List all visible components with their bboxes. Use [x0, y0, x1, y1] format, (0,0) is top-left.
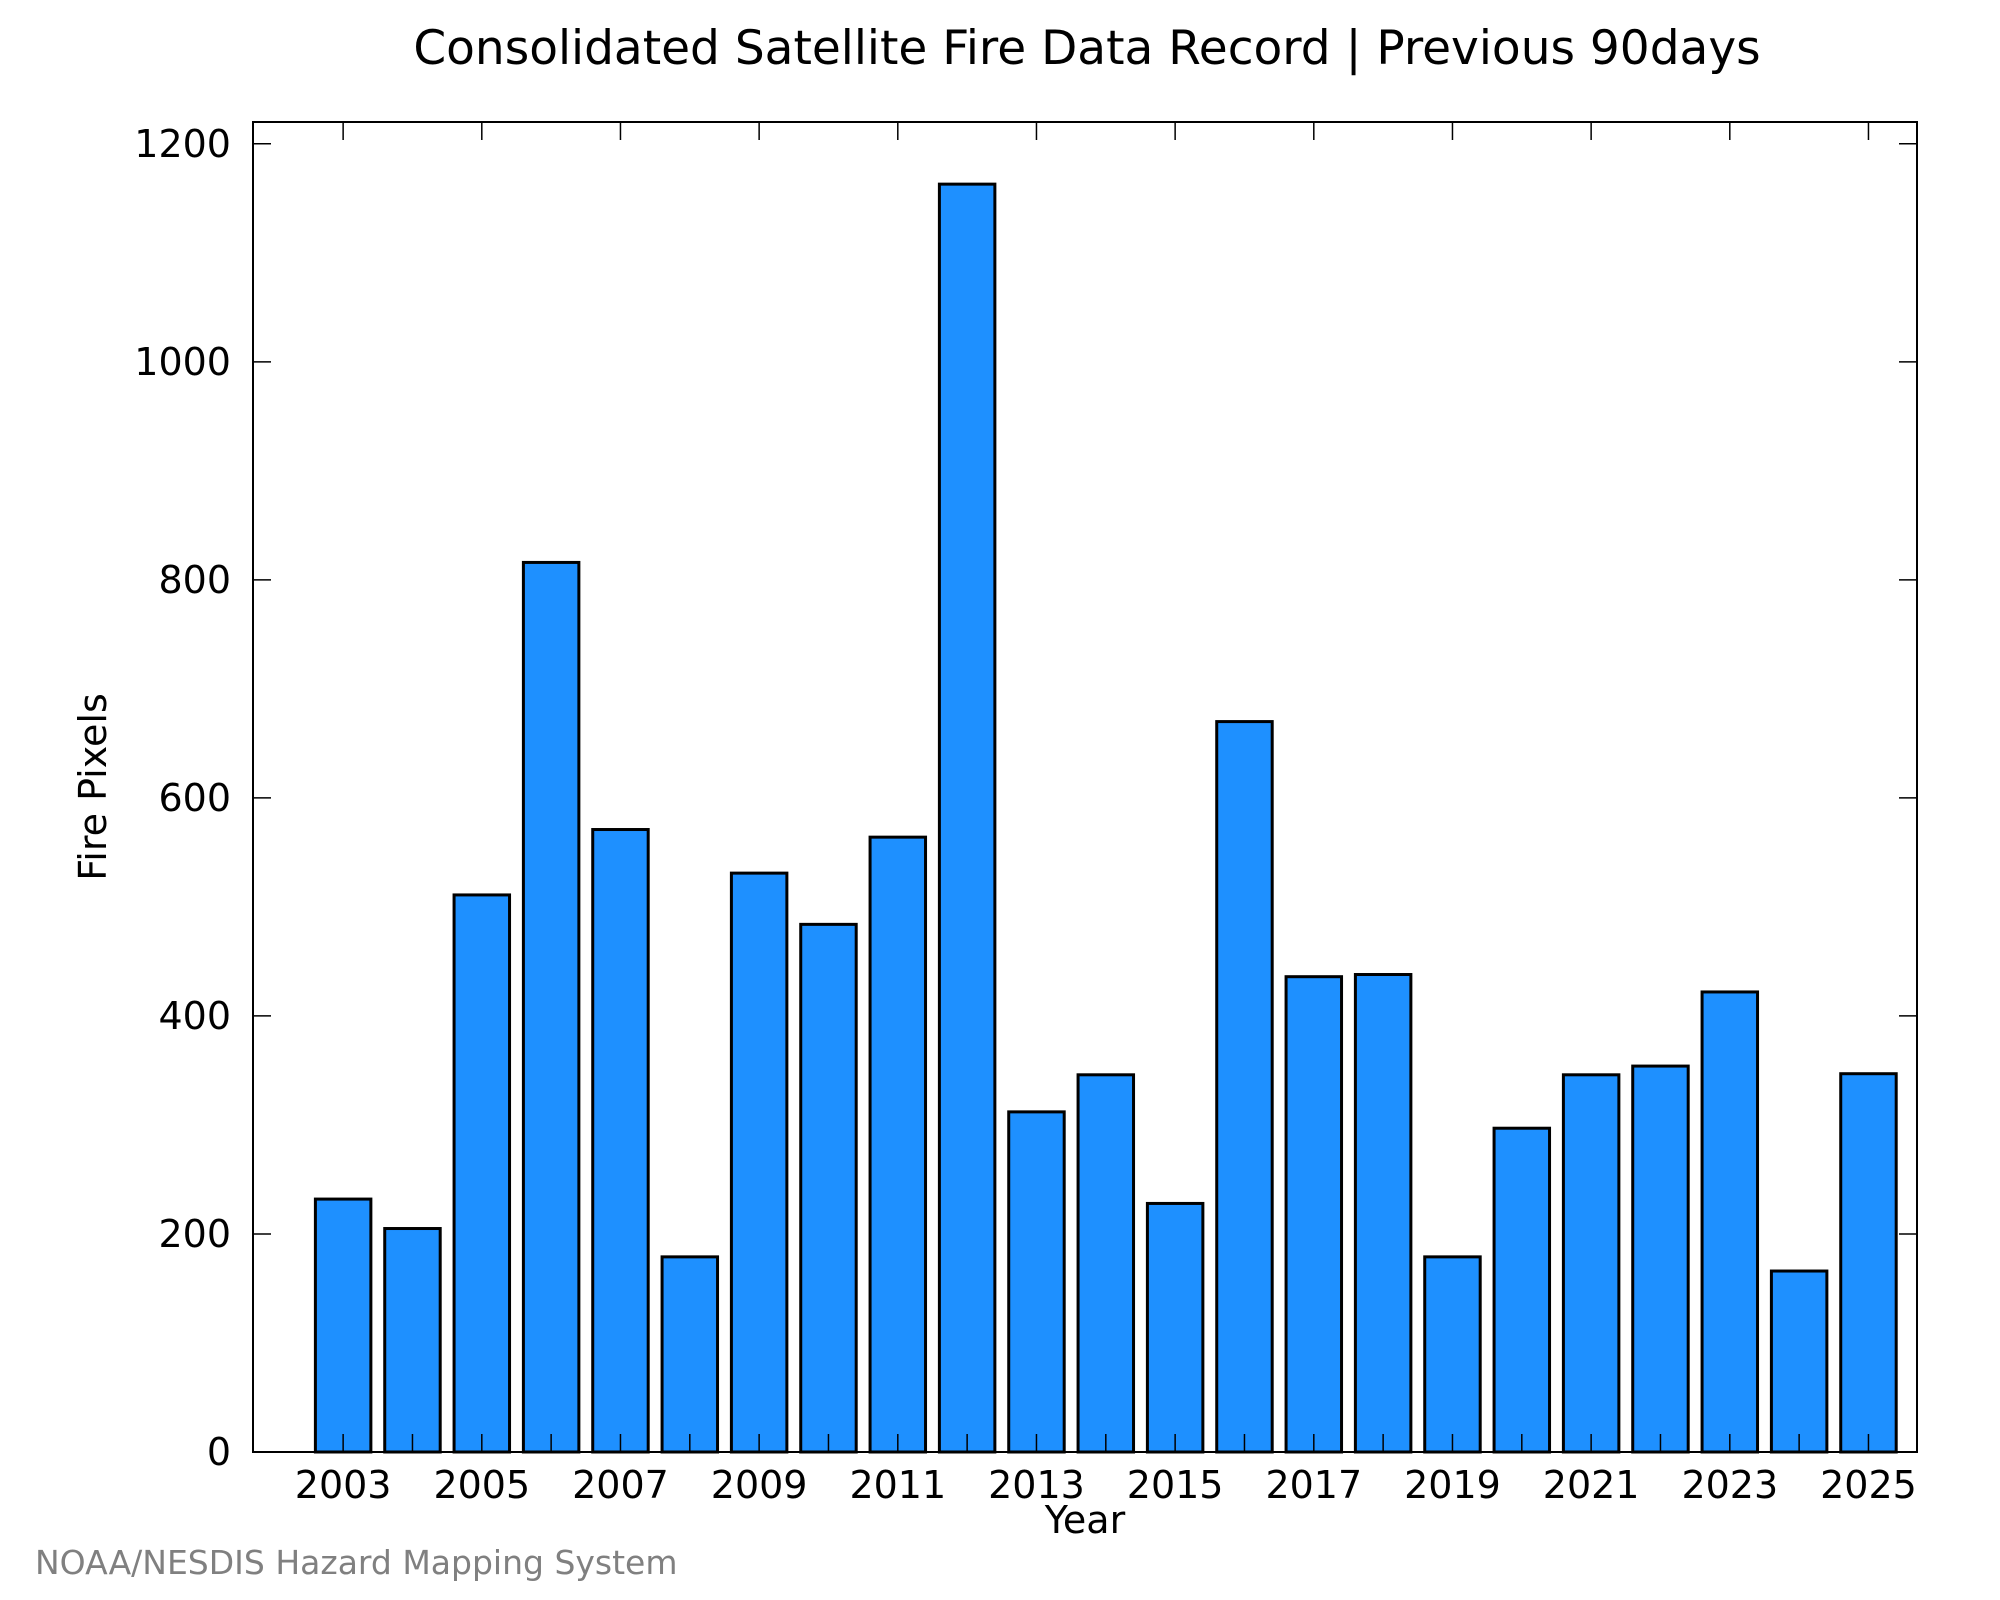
x-tick-label-2003: 2003 — [295, 1463, 392, 1507]
x-tick-label-2013: 2013 — [988, 1463, 1085, 1507]
x-tick-labels: 2003 2005 2007 2009 2011 2013 2015 2017 2019 2021… — [295, 1463, 1917, 1507]
bar-2014 — [1076, 1073, 1136, 1454]
bar-2008 — [660, 1255, 720, 1454]
y-tick-label-600: 600 — [158, 776, 231, 820]
bar-2004 — [383, 1227, 442, 1454]
x-tick-label-2011: 2011 — [849, 1463, 946, 1507]
chart-title: Consolidated Satellite Fire Data Record … — [413, 21, 1760, 76]
bar-2013 — [1007, 1110, 1066, 1454]
x-tick-label-2015: 2015 — [1127, 1463, 1224, 1507]
x-tick-label-2019: 2019 — [1404, 1463, 1501, 1507]
x-tick-label-2023: 2023 — [1681, 1463, 1778, 1507]
y-axis-label: Fire Pixels — [71, 693, 115, 881]
bar-2006 — [521, 560, 581, 1454]
x-tick-label-2009: 2009 — [711, 1463, 808, 1507]
bar-2011 — [868, 835, 928, 1454]
bar-2025 — [1839, 1072, 1898, 1454]
x-tick-label-2005: 2005 — [433, 1463, 530, 1507]
bar-2022 — [1631, 1064, 1690, 1454]
bar-2016 — [1215, 720, 1274, 1454]
bar-2023 — [1700, 990, 1760, 1454]
bar-2021 — [1561, 1073, 1621, 1454]
bars-layer — [313, 182, 1898, 1454]
bar-2015 — [1145, 1201, 1205, 1454]
y-tick-label-200: 200 — [158, 1212, 231, 1256]
bar-2024 — [1769, 1269, 1829, 1454]
x-tick-label-2021: 2021 — [1543, 1463, 1640, 1507]
bar-2009 — [729, 871, 789, 1454]
x-tick-label-2007: 2007 — [572, 1463, 669, 1507]
y-tick-label-0: 0 — [207, 1430, 231, 1474]
bar-2018 — [1353, 973, 1413, 1454]
ticks-layer — [253, 122, 1917, 1453]
bar-2003 — [313, 1197, 373, 1454]
x-tick-label-2017: 2017 — [1265, 1463, 1362, 1507]
bar-2017 — [1284, 975, 1344, 1454]
y-tick-label-800: 800 — [158, 558, 231, 602]
bar-2020 — [1492, 1126, 1552, 1454]
bar-2012 — [937, 182, 997, 1454]
bar-2010 — [799, 922, 858, 1454]
bar-2005 — [452, 893, 512, 1454]
y-tick-labels: 0 200 400 600 800 1000 1200 — [134, 122, 231, 1474]
x-tick-label-2025: 2025 — [1820, 1463, 1917, 1507]
x-axis-label: Year — [1044, 1498, 1126, 1542]
y-tick-label-400: 400 — [158, 994, 231, 1038]
y-tick-label-1000: 1000 — [134, 340, 231, 384]
bar-2019 — [1423, 1255, 1482, 1454]
y-tick-label-1200: 1200 — [134, 122, 231, 166]
bar-2007 — [591, 828, 650, 1454]
footer-credit: NOAA/NESDIS Hazard Mapping System — [35, 1543, 678, 1582]
plot-frame — [252, 121, 1918, 1453]
